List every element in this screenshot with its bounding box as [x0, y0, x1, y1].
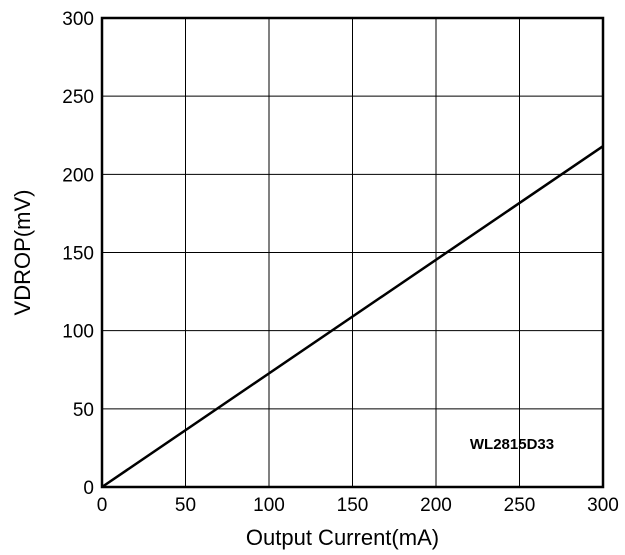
y-tick-label: 250: [62, 87, 94, 108]
y-tick-label: 300: [62, 9, 94, 30]
grid: [101, 17, 604, 488]
x-tick-label: 200: [420, 495, 452, 516]
y-tick-label: 50: [73, 400, 94, 421]
x-tick-labels: 0 50 100 150 200 250 300: [97, 495, 619, 516]
series-group: [101, 145, 604, 489]
vdrop-series-line: [101, 145, 604, 489]
x-tick-label: 150: [337, 495, 369, 516]
x-tick-label: 50: [175, 495, 196, 516]
y-axis-title: VDROP(mV): [10, 190, 35, 316]
x-tick-label: 0: [97, 495, 108, 516]
device-label: WL2815D33: [470, 436, 554, 453]
x-tick-label: 300: [587, 495, 619, 516]
y-tick-label: 200: [62, 165, 94, 186]
x-tick-label: 250: [504, 495, 536, 516]
y-tick-label: 0: [83, 478, 94, 499]
y-tick-label: 100: [62, 322, 94, 343]
x-tick-label: 100: [253, 495, 285, 516]
x-axis-title: Output Current(mA): [246, 525, 439, 550]
plot-frame: [100, 16, 605, 489]
y-tick-labels: 0 50 100 150 200 250 300: [62, 9, 94, 499]
y-tick-label: 150: [62, 244, 94, 265]
